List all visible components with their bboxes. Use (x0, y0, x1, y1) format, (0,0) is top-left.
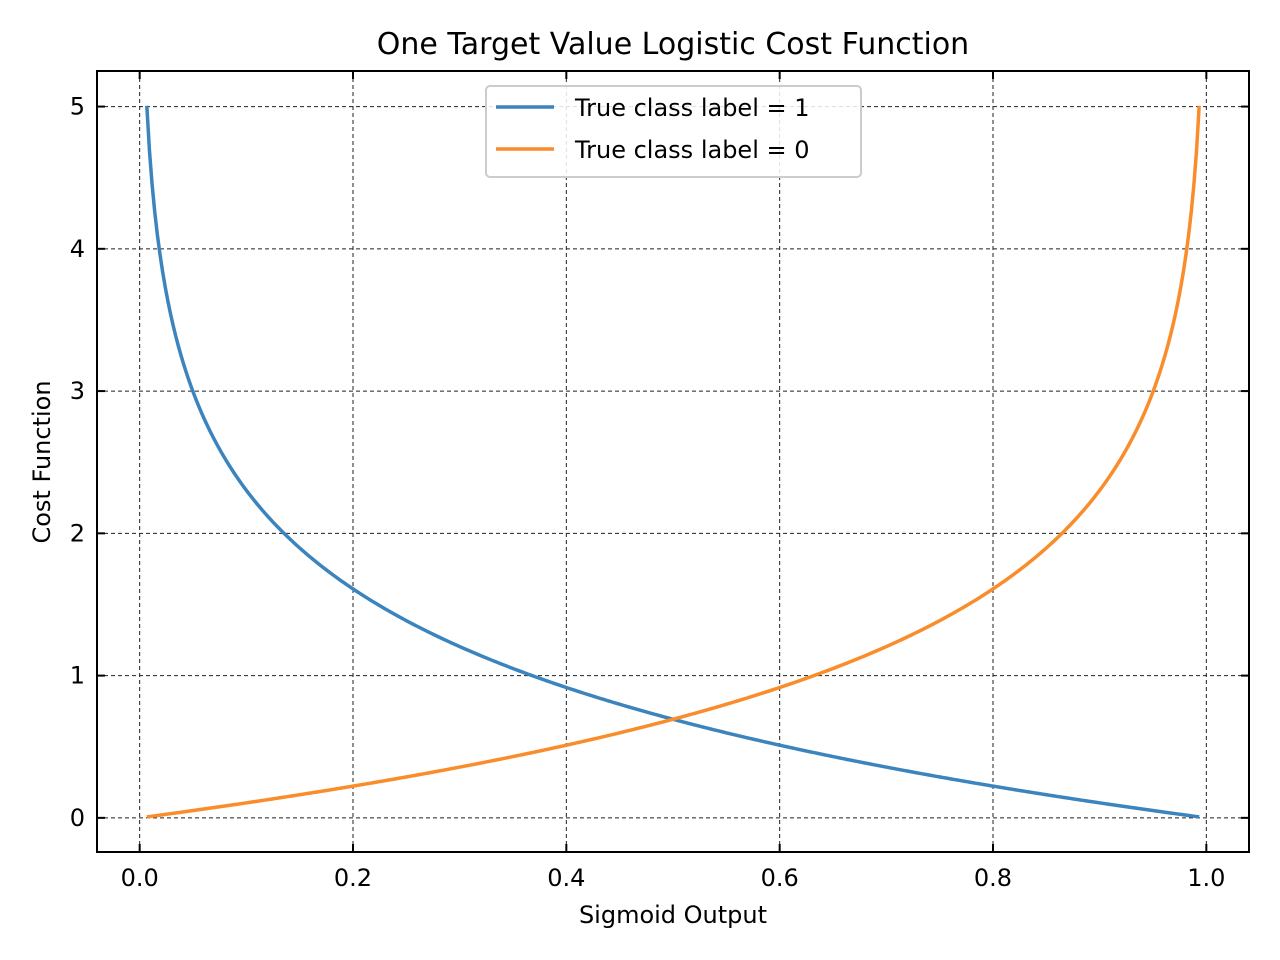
y-tick-label: 0 (70, 804, 85, 832)
series-lines (145, 105, 1201, 819)
x-tick-label: 0.8 (974, 864, 1012, 892)
y-tick-label: 1 (70, 662, 85, 690)
plot-frame (96, 70, 1250, 853)
x-tick-label: 1.0 (1187, 864, 1225, 892)
y-tick-label: 3 (70, 377, 85, 405)
x-axis-label: Sigmoid Output (579, 901, 767, 929)
x-tick-label: 0.6 (761, 864, 799, 892)
series-line-class-1 (145, 105, 1200, 819)
y-tick-label: 2 (70, 519, 85, 547)
legend: True class label = 1 True class label = … (485, 85, 862, 178)
series-line-class-0 (146, 105, 1201, 819)
legend-label-class-0: True class label = 0 (574, 136, 810, 164)
grid (97, 71, 1249, 852)
y-axis-label: Cost Function (28, 380, 56, 543)
x-tick-label: 0.2 (334, 864, 372, 892)
axis-ticks: 0.0 0.2 0.4 0.6 0.8 1.0 0 1 2 3 4 5 (70, 71, 1249, 892)
y-tick-label: 4 (70, 235, 85, 263)
chart-title: One Target Value Logistic Cost Function (377, 27, 969, 62)
y-tick-label: 5 (70, 93, 85, 121)
x-tick-label: 0.4 (547, 864, 585, 892)
legend-label-class-1: True class label = 1 (574, 94, 810, 122)
legend-box (485, 85, 862, 178)
x-tick-label: 0.0 (121, 864, 159, 892)
